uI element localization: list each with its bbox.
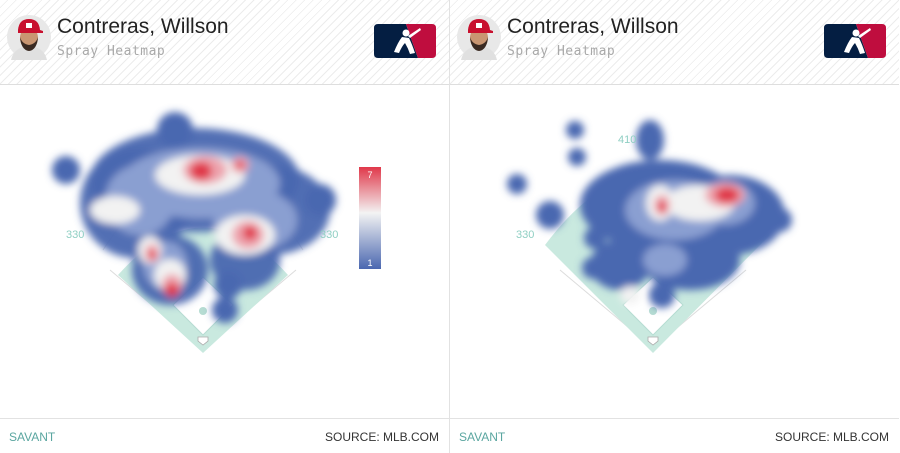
panel-header: Contreras, Willson Spray Heatmap [0,0,449,85]
page-title: Contreras, Willson [57,15,229,38]
pitchers-mound [649,307,657,315]
mlb-logo-icon [824,24,886,58]
player-avatar-icon [457,15,501,60]
distance-label-center: 410 [618,134,636,146]
color-legend: 7 1 [359,167,381,269]
page-title: Contreras, Willson [507,15,679,38]
home-plate [197,336,209,346]
legend-max-label: 7 [367,170,372,180]
spray-heatmap-chart: 330 410 [507,120,792,353]
distance-label-left: 330 [516,229,534,241]
savant-link[interactable]: SAVANT [459,430,506,444]
heatmap-panel-2: Contreras, Willson Spray Heatmap [450,0,899,453]
panel-header: Contreras, Willson Spray Heatmap [450,0,899,85]
heat-blobs [507,120,792,308]
source-label: SOURCE: MLB.COM [774,430,889,444]
panel-divider [449,0,450,453]
savant-link[interactable]: SAVANT [9,430,56,444]
panel-footer: SAVANT SOURCE: MLB.COM [450,418,899,453]
pitchers-mound [199,307,207,315]
heatmap-panel-1: Contreras, Willson Spray Heatmap [0,0,449,453]
chart-subtitle: Spray Heatmap [507,44,616,59]
panel-footer: SAVANT SOURCE: MLB.COM [0,418,449,453]
chart-subtitle: Spray Heatmap [57,44,166,59]
distance-label-left: 330 [66,229,84,241]
legend-gradient [359,167,381,269]
mlb-logo-icon [374,24,436,58]
source-label: SOURCE: MLB.COM [324,430,439,444]
spray-heatmap-chart: 330 330 7 1 [52,112,381,353]
legend-min-label: 1 [367,258,372,268]
heat-blobs [52,112,336,323]
distance-label-right: 330 [320,229,338,241]
home-plate [647,336,659,346]
player-avatar-icon [7,15,51,60]
